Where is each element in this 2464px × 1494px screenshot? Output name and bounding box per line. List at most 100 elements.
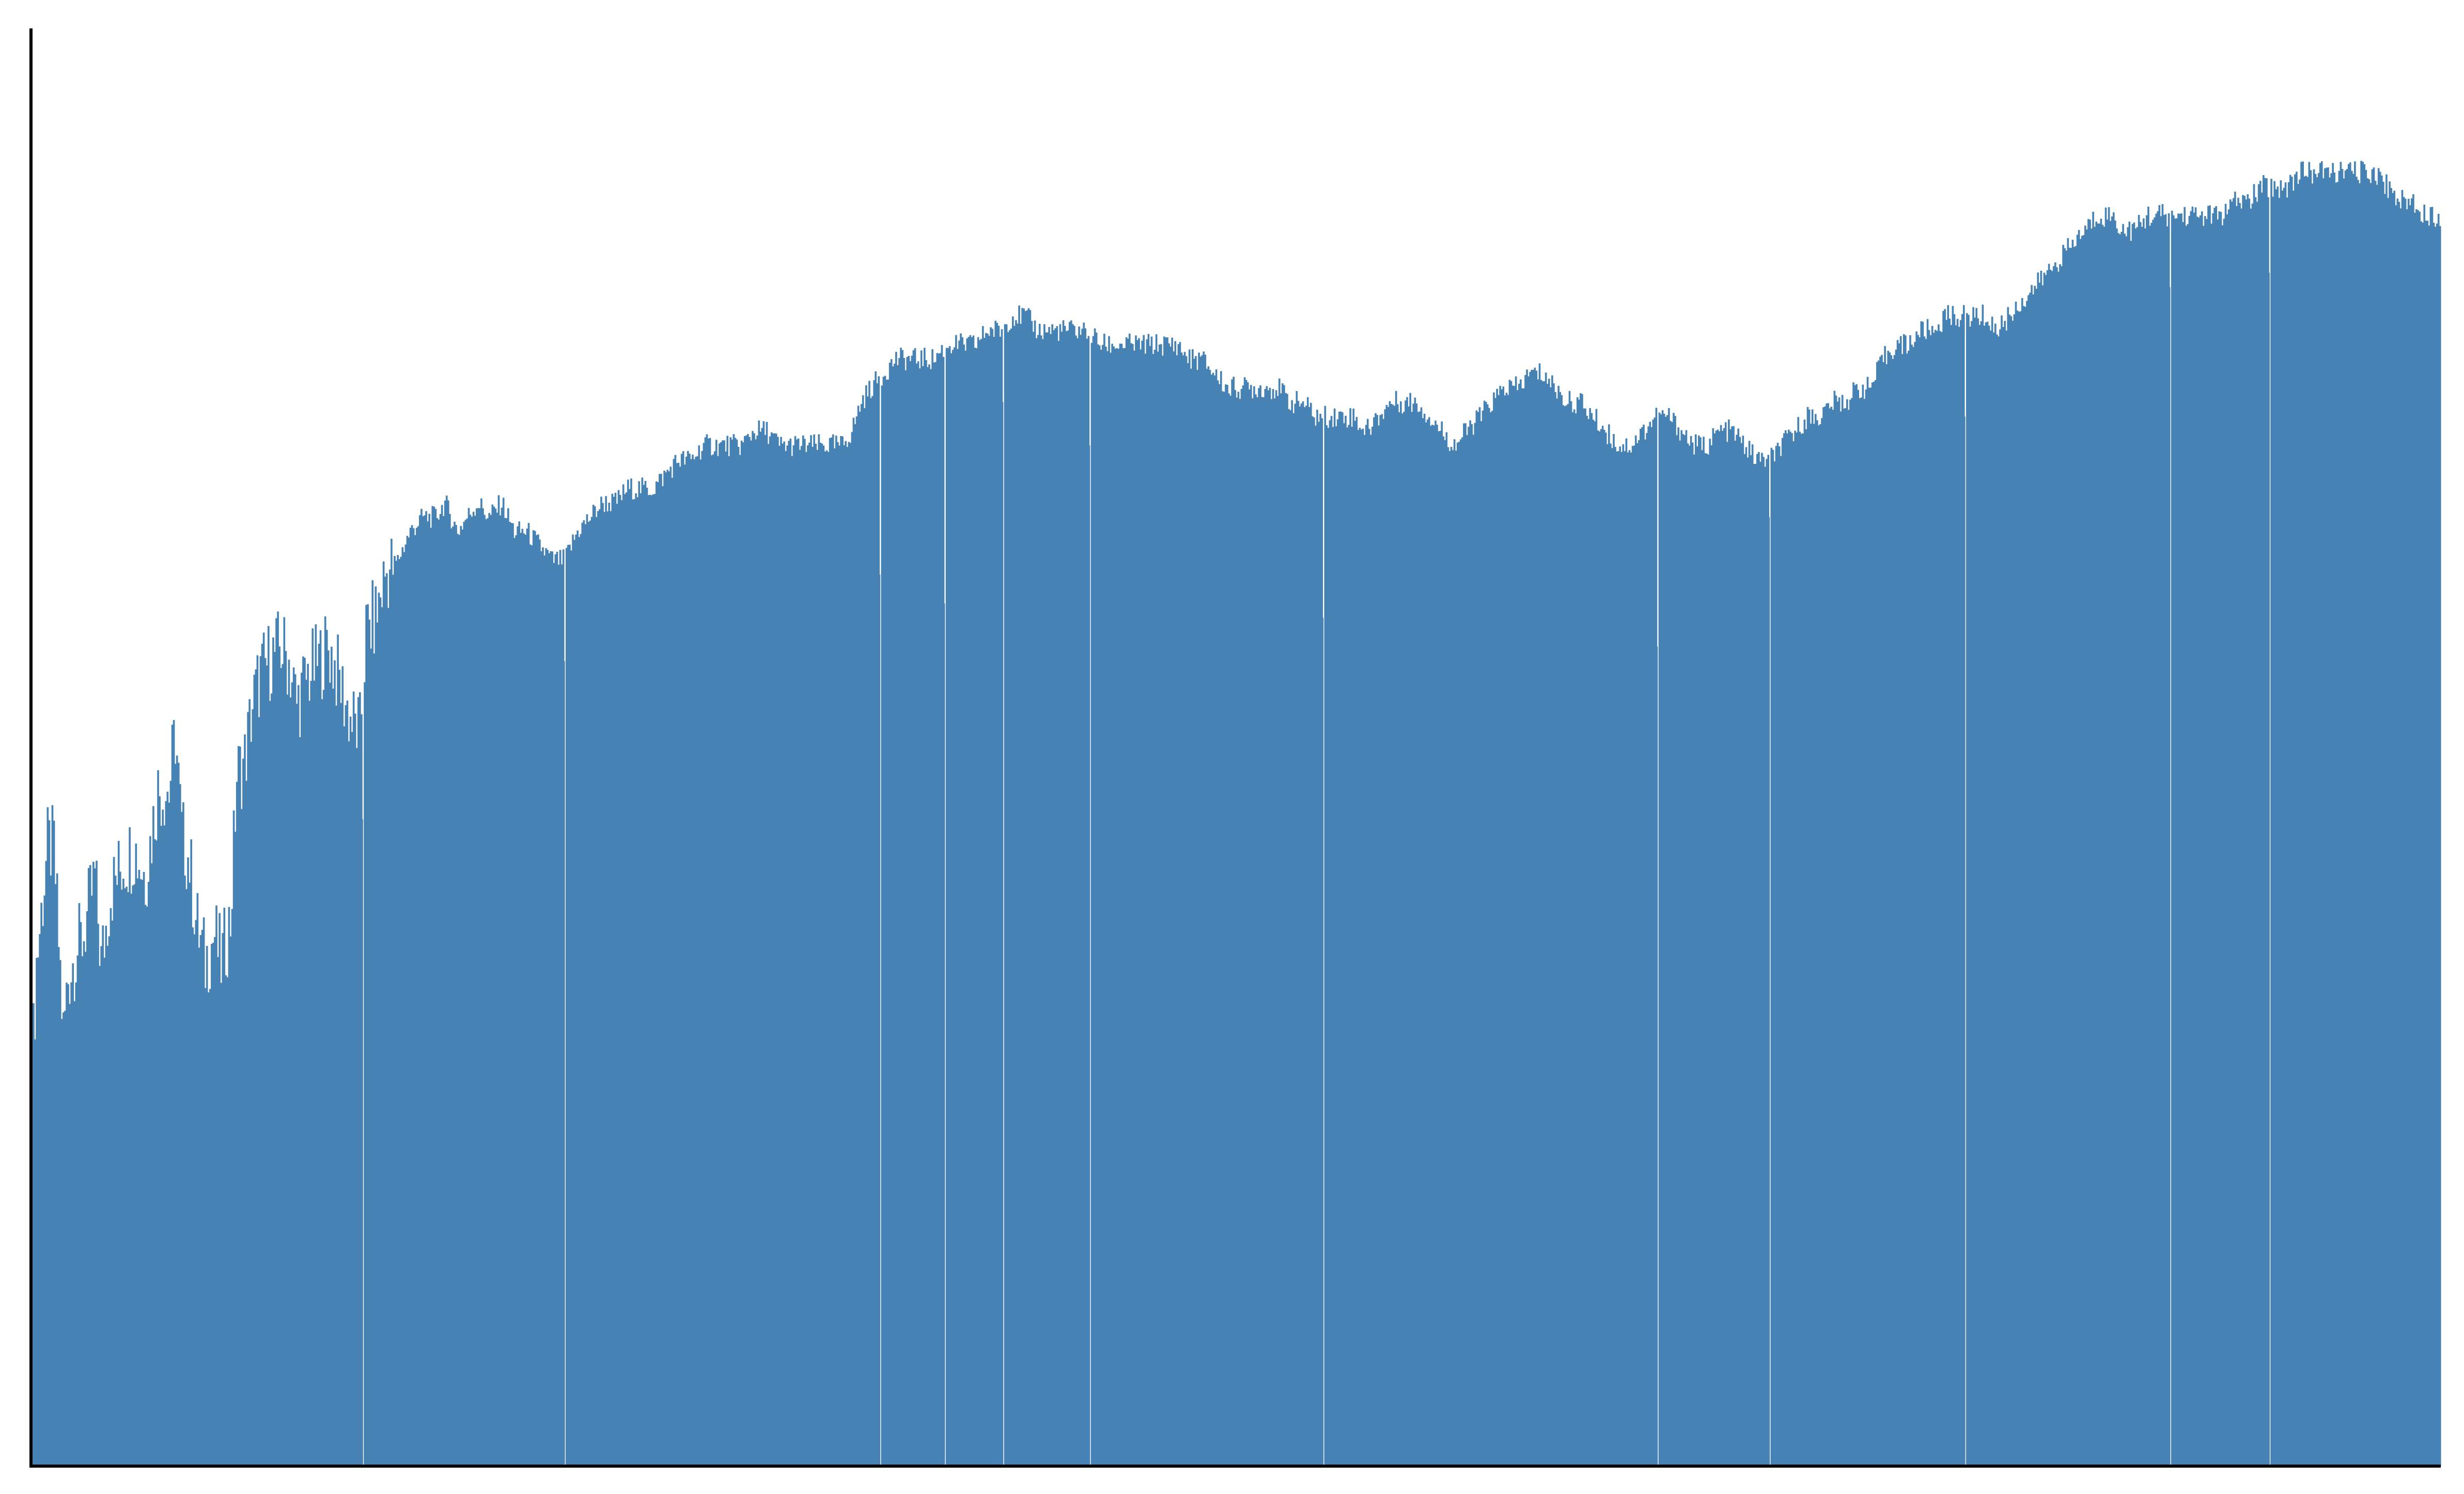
- bar: [726, 435, 729, 1467]
- bar: [1680, 430, 1683, 1466]
- bar: [1217, 380, 1219, 1466]
- bar: [1182, 355, 1184, 1466]
- bar: [944, 603, 945, 1466]
- bar: [1163, 336, 1165, 1466]
- bar: [1564, 406, 1566, 1466]
- bar: [187, 857, 189, 1466]
- bar: [1460, 439, 1462, 1466]
- bar: [2278, 197, 2281, 1467]
- bar: [972, 335, 975, 1466]
- bar: [792, 445, 795, 1466]
- bar: [2294, 174, 2296, 1467]
- bar: [1032, 332, 1035, 1466]
- bar: [2226, 214, 2228, 1466]
- bar: [2154, 217, 2156, 1466]
- bar: [42, 926, 44, 1466]
- bar: [1234, 390, 1237, 1466]
- bar: [572, 534, 574, 1466]
- bar: [985, 333, 987, 1466]
- bar: [1654, 417, 1656, 1467]
- bar: [955, 335, 957, 1466]
- bar: [2332, 163, 2334, 1467]
- bar: [1982, 304, 1984, 1466]
- bar: [2019, 311, 2022, 1467]
- bar: [863, 408, 866, 1466]
- bar: [460, 526, 462, 1467]
- bar: [1597, 430, 1599, 1466]
- bar: [1288, 409, 1290, 1466]
- bar: [504, 518, 506, 1466]
- bar: [1826, 403, 1828, 1466]
- bar: [338, 670, 340, 1466]
- bar: [712, 454, 714, 1466]
- bar: [2344, 170, 2347, 1466]
- bar: [2313, 169, 2315, 1466]
- bar: [2432, 223, 2435, 1466]
- bar: [2206, 219, 2208, 1466]
- bar: [2062, 244, 2064, 1467]
- bar: [2259, 181, 2262, 1467]
- bar: [610, 511, 612, 1466]
- bar: [2289, 175, 2291, 1466]
- bar: [2311, 183, 2314, 1466]
- bar: [441, 505, 443, 1466]
- bar: [2196, 216, 2198, 1466]
- bar: [1147, 334, 1150, 1467]
- bar: [255, 669, 257, 1466]
- bar: [2343, 178, 2345, 1467]
- bar: [1869, 387, 1872, 1466]
- bar: [796, 439, 798, 1466]
- bar: [1037, 335, 1039, 1467]
- bar: [1431, 425, 1433, 1466]
- bar: [2317, 173, 2320, 1467]
- bar: [2264, 178, 2266, 1466]
- bar: [1658, 412, 1661, 1466]
- bar: [2439, 226, 2441, 1466]
- bar: [837, 442, 839, 1466]
- bar: [267, 626, 270, 1466]
- bar: [316, 666, 319, 1466]
- bar: [1286, 394, 1288, 1467]
- bar: [1330, 416, 1333, 1466]
- bar: [964, 350, 967, 1466]
- bar: [1541, 381, 1544, 1467]
- bar: [2286, 197, 2288, 1466]
- bar: [1158, 344, 1161, 1467]
- bar: [256, 655, 259, 1466]
- bar: [2169, 287, 2171, 1467]
- bar: [2379, 172, 2381, 1467]
- bar: [613, 496, 615, 1466]
- bar: [920, 350, 923, 1466]
- bar: [1739, 437, 1741, 1466]
- bar: [84, 952, 87, 1466]
- bar: [2368, 179, 2371, 1467]
- bar: [2366, 178, 2369, 1466]
- bar: [1728, 419, 1730, 1466]
- bar: [1027, 308, 1030, 1466]
- bar: [1638, 440, 1640, 1467]
- bar: [488, 512, 491, 1467]
- bar: [368, 619, 370, 1466]
- bar: [1414, 397, 1416, 1467]
- bar: [2239, 203, 2241, 1466]
- bar: [663, 471, 665, 1466]
- bar: [1553, 383, 1555, 1466]
- bar: [1592, 419, 1595, 1466]
- bar: [1098, 345, 1101, 1466]
- bar: [894, 363, 896, 1467]
- bar: [2141, 227, 2143, 1466]
- bar: [1321, 418, 1323, 1466]
- bar: [1057, 340, 1060, 1467]
- bar: [510, 523, 512, 1466]
- bar: [2197, 217, 2200, 1466]
- bar: [2263, 175, 2265, 1466]
- bar: [1622, 444, 1625, 1466]
- bar: [1606, 444, 1609, 1466]
- bar: [94, 868, 96, 1466]
- bar: [933, 362, 935, 1467]
- bar: [1633, 445, 1635, 1466]
- bar: [848, 442, 850, 1466]
- bar: [384, 577, 386, 1466]
- bar: [2092, 211, 2094, 1467]
- bar: [2201, 211, 2203, 1466]
